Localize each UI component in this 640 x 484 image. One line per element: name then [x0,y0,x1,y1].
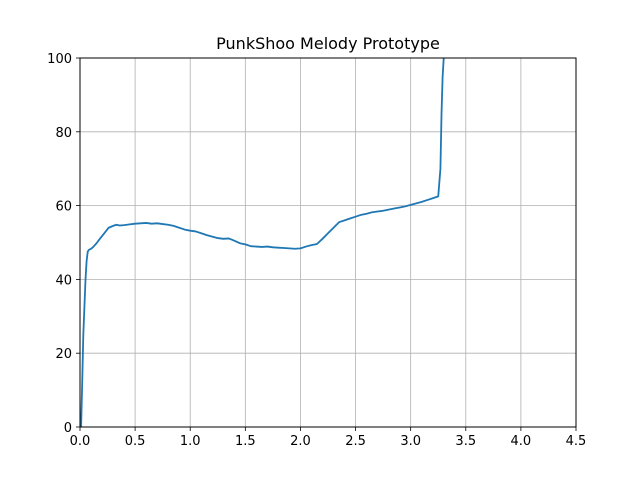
x-tick-label: 3.0 [400,434,421,449]
x-axis: 0.0 0.5 1.0 1.5 2.0 2.5 3.0 3.5 4.0 4.5 [70,427,587,449]
x-tick-label: 4.0 [511,434,532,449]
chart-title: PunkShoo Melody Prototype [216,34,440,53]
y-tick-label: 0 [64,421,72,436]
x-tick-label: 4.5 [566,434,587,449]
y-tick-label: 40 [55,273,72,288]
x-tick-label: 0.0 [70,434,91,449]
y-tick-label: 20 [55,347,72,362]
y-tick-label: 60 [55,200,72,215]
x-tick-label: 3.5 [455,434,476,449]
y-axis: 0 20 40 60 80 100 [47,52,80,436]
series-line [80,58,445,427]
x-tick-label: 0.5 [125,434,146,449]
plot-frame [79,57,577,428]
y-tick-label: 80 [55,126,72,141]
x-tick-label: 1.0 [180,434,201,449]
y-tick-label: 100 [47,52,72,67]
x-tick-label: 2.0 [290,434,311,449]
x-tick-label: 2.5 [345,434,366,449]
series-layer [80,58,445,427]
x-tick-label: 1.5 [235,434,256,449]
